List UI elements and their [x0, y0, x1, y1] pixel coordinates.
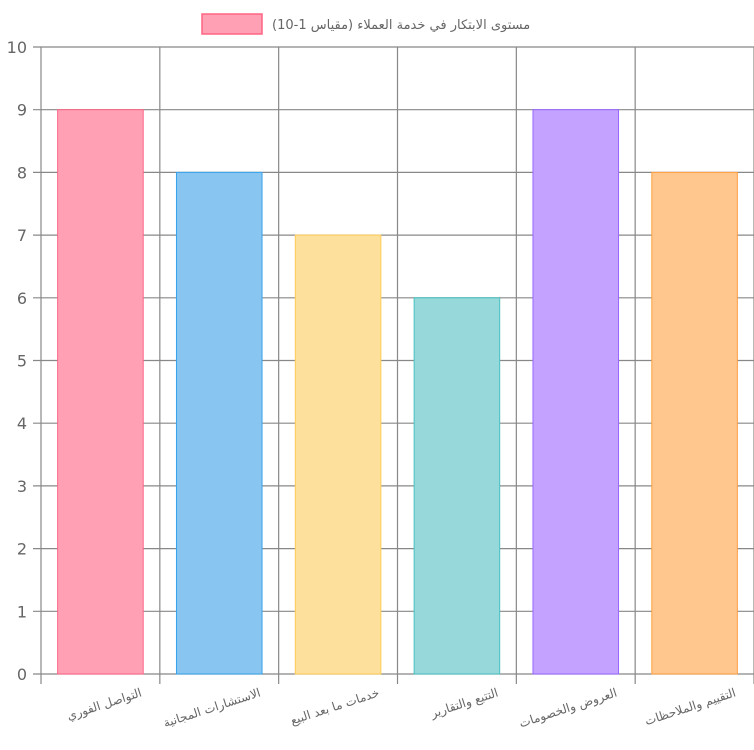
bars: [57, 109, 738, 675]
y-tick-label: 3: [17, 477, 27, 496]
x-tick-label: التواصل الفوري: [65, 686, 144, 724]
x-axis: التواصل الفوري الاستشارات المجانية خدمات م…: [65, 686, 738, 732]
bar[interactable]: [57, 109, 144, 675]
bar[interactable]: [413, 297, 501, 675]
x-tick-label: العروض والخصومات: [517, 686, 619, 732]
y-tick-label: 8: [17, 163, 27, 182]
y-tick-label: 2: [17, 540, 27, 559]
bar[interactable]: [175, 171, 263, 675]
grid: [33, 46, 754, 684]
legend[interactable]: مستوى الابتكار في خدمة العملاء (مقياس 1-…: [201, 13, 530, 35]
y-tick-label: 6: [17, 289, 27, 308]
x-tick-label: خدمات ما بعد البيع: [289, 686, 381, 728]
y-tick-label: 5: [17, 352, 27, 371]
x-tick-label: التقييم والملاحظات: [643, 686, 738, 730]
bar[interactable]: [532, 109, 620, 675]
bar[interactable]: [651, 171, 738, 675]
y-tick-label: 4: [17, 414, 27, 433]
y-axis: 0 1 2 3 4 5 6 7 8 9 10: [7, 38, 27, 684]
y-tick-label: 10: [7, 38, 27, 57]
y-tick-label: 9: [17, 101, 27, 120]
legend-swatch[interactable]: [201, 13, 263, 35]
x-tick-label: التتبع والتقارير: [428, 686, 500, 722]
y-tick-label: 1: [17, 602, 27, 621]
bar[interactable]: [294, 234, 382, 675]
y-tick-label: 7: [17, 226, 27, 245]
x-tick-label: الاستشارات المجانية: [162, 686, 263, 732]
legend-label[interactable]: مستوى الابتكار في خدمة العملاء (مقياس 1-…: [272, 18, 530, 33]
y-tick-label: 0: [17, 665, 27, 684]
